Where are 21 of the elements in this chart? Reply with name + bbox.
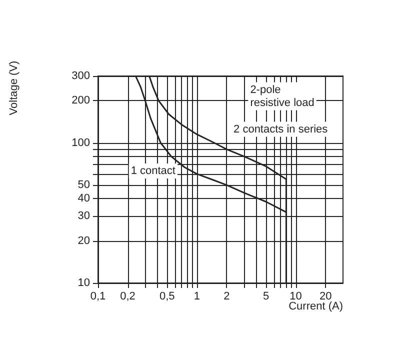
x-tick-label: 0,5: [159, 290, 175, 302]
y-tick-label: 20: [78, 234, 90, 247]
x-tick-label: 10: [290, 290, 302, 302]
x-axis-title: Current (A): [288, 300, 344, 312]
x-tick-label: 20: [319, 290, 332, 302]
y-tick-label: 200: [72, 94, 90, 107]
annotation: 2-pole resistive load: [250, 84, 314, 109]
x-tick-label: 0,1: [90, 290, 106, 302]
x-tick-label: 1: [194, 290, 200, 302]
y-tick-label: 40: [78, 192, 90, 205]
y-tick-label: 300: [72, 70, 90, 82]
x-tick-label: 5: [262, 290, 270, 302]
y-tick-label: 100: [72, 136, 90, 149]
y-tick-label: 50: [78, 179, 90, 192]
x-tick-label: 2: [224, 290, 230, 302]
series-label: 2 contacts in series: [234, 123, 328, 136]
y-axis-title: Voltage (V): [8, 60, 20, 116]
y-tick-label: 10: [78, 277, 90, 289]
y-tick-label: 30: [78, 210, 90, 222]
x-tick-label: 0,2: [120, 290, 136, 302]
series-label: 1 contact: [130, 164, 176, 177]
